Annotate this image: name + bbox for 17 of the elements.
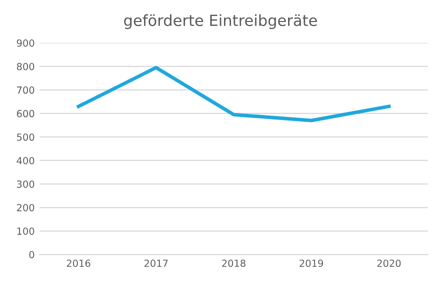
chart-title: geförderte Eintreibgeräte (124, 14, 317, 30)
y-tick-label: 500 (17, 133, 34, 141)
y-tick-label: 100 (17, 228, 34, 235)
y-tick-label: 800 (16, 62, 34, 70)
x-tick-label: 2016 (66, 260, 90, 267)
y-tick-label: 300 (17, 180, 34, 188)
x-tick-label: 2019 (300, 260, 324, 267)
y-tick-label: 0 (29, 251, 34, 258)
y-tick-label: 700 (17, 86, 34, 94)
x-tick-label: 2020 (377, 260, 401, 267)
x-tick-label: 2018 (222, 260, 246, 267)
y-tick-label: 900 (16, 39, 34, 47)
y-tick-label: 400 (16, 156, 34, 164)
line-series (76, 66, 391, 122)
y-tick-label: 600 (16, 110, 34, 118)
y-tick-label: 200 (16, 204, 34, 212)
x-tick-label: 2017 (144, 260, 168, 267)
